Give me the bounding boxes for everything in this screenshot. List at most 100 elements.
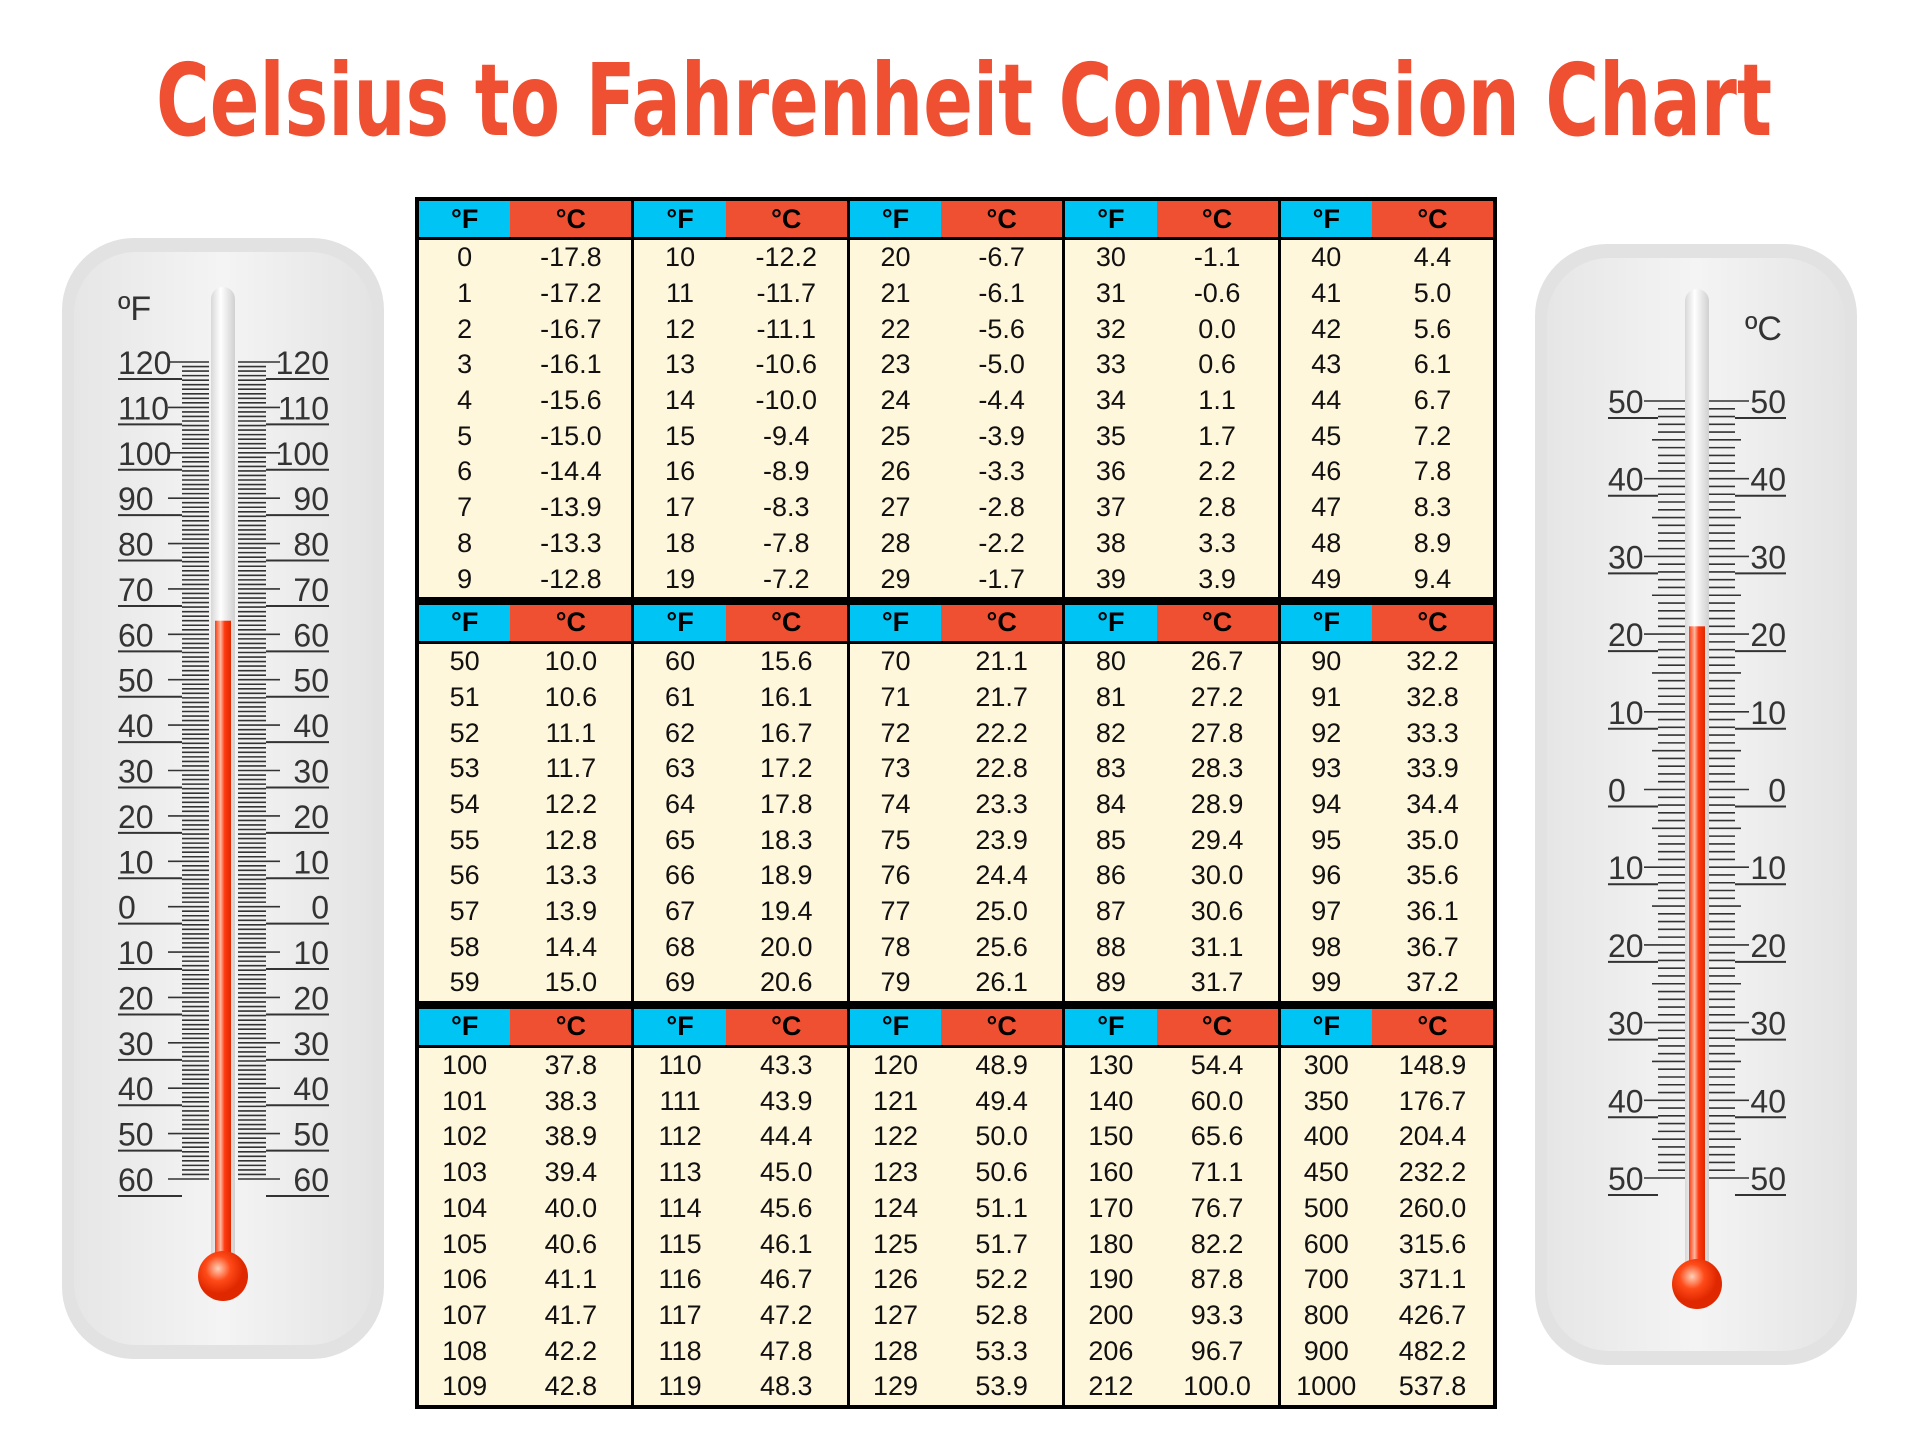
table-row: 55 12.8 (419, 822, 631, 858)
table-row: 115 46.1 (634, 1226, 846, 1262)
fahrenheit-cell: 9 (457, 563, 473, 594)
table-row: 123 50.6 (850, 1155, 1062, 1191)
table-row: 190 87.8 (1065, 1262, 1277, 1298)
table-row: 121 49.4 (850, 1083, 1062, 1119)
fahrenheit-cell: 1 (457, 278, 473, 309)
fahrenheit-cell: 212 (1088, 1371, 1134, 1402)
scale-label-right: 120 (276, 345, 329, 381)
scale-label-left: 0 (118, 890, 136, 926)
column-group: °F °C 0 -17.8 1 -17.2 2 -16.7 3 -16.1 4 -15.6 5 -15.0… (419, 201, 632, 597)
fahrenheit-cell: 42 (1311, 313, 1342, 344)
table-row: 25 -3.9 (850, 418, 1062, 454)
column-group: °F °C 100 37.8 101 38.3 102 38.9 103 39.4 104 40.0 1… (419, 1008, 632, 1405)
fahrenheit-cell: 56 (449, 860, 480, 891)
fahrenheit-cell: 12 (665, 313, 696, 344)
celsius-cell: 7.2 (1413, 420, 1452, 451)
table-row: 114 45.6 (634, 1191, 846, 1227)
celsius-cell: 19.4 (759, 896, 813, 927)
celsius-cell: 60.0 (1190, 1085, 1244, 1116)
celsius-header: °C (510, 604, 632, 641)
scale-label-left: 40 (118, 1071, 154, 1107)
fahrenheit-header: °F (419, 1008, 511, 1045)
table-row: 69 20.6 (634, 965, 846, 1001)
table-row: 116 46.7 (634, 1262, 846, 1298)
celsius-cell: -1.7 (978, 563, 1025, 594)
scale-label-left: 110 (118, 390, 169, 426)
celsius-cell: 37.2 (1406, 967, 1459, 998)
scale-label-right: 30 (293, 754, 329, 790)
table-row: 91 32.8 (1281, 680, 1493, 716)
celsius-cell: 0.0 (1198, 313, 1236, 344)
fahrenheit-cell: 20 (880, 242, 911, 273)
table-row: 36 2.2 (1065, 454, 1277, 490)
table-row: 40 4.4 (1281, 240, 1493, 276)
celsius-cell: 8.9 (1413, 527, 1452, 558)
table-row: 104 40.0 (419, 1191, 631, 1227)
table-row: 65 18.3 (634, 822, 846, 858)
fahrenheit-cell: 124 (872, 1192, 918, 1223)
fahrenheit-cell: 0 (457, 242, 473, 273)
fahrenheit-cell: 118 (658, 1335, 702, 1366)
celsius-cell: 18.9 (759, 860, 813, 891)
celsius-cell: -12.2 (755, 242, 818, 273)
scale-label-right: 0 (1768, 773, 1786, 809)
celsius-cell: 48.3 (759, 1371, 813, 1402)
scale-label-right: 20 (293, 799, 329, 835)
title-banner: Celsius to Fahrenheit Conversion Chart (156, 42, 1772, 159)
fahrenheit-cell: 84 (1095, 788, 1126, 819)
celsius-cell: 46.7 (759, 1264, 813, 1295)
celsius-cell: -13.9 (540, 492, 602, 523)
celsius-cell: 44.4 (759, 1121, 813, 1152)
header-row: °F °C (849, 1008, 1063, 1048)
fahrenheit-header: °F (1280, 604, 1372, 641)
celsius-cell: 25.6 (975, 931, 1028, 962)
scale-label-right: 40 (293, 708, 329, 744)
scale-label-left: 60 (118, 1162, 154, 1198)
table-row: 81 27.2 (1065, 680, 1277, 716)
table-row: 31 -0.6 (1065, 276, 1277, 312)
celsius-cell: 27.2 (1190, 681, 1244, 712)
scale-label-left: 20 (118, 980, 154, 1016)
fahrenheit-cell: 123 (872, 1157, 918, 1188)
table-row: 92 33.3 (1281, 715, 1493, 751)
celsius-cell: 12.2 (544, 788, 598, 819)
header-row: °F °C (634, 201, 847, 240)
table-row: 28 -2.2 (850, 526, 1062, 562)
table-row: 113 45.0 (634, 1155, 846, 1191)
fahrenheit-cell: 6 (457, 456, 473, 487)
table-row: 87 30.6 (1065, 894, 1277, 930)
column-group: °F °C 120 48.9 121 49.4 122 50.0 123 50.6 124 51.1 1… (846, 1008, 1063, 1405)
fahrenheit-cell: 24 (880, 385, 911, 416)
celsius-cell: 45.0 (759, 1157, 813, 1188)
scale-label-right: 0 (311, 890, 329, 926)
fahrenheit-cell: 128 (872, 1335, 918, 1366)
table-row: 42 5.6 (1281, 311, 1493, 347)
fahrenheit-cell: 53 (449, 753, 480, 784)
column-group: °F °C 70 21.1 71 21.7 72 22.2 73 22.8 74 23.3 75 23.9… (846, 604, 1063, 1001)
celsius-cell: 176.7 (1398, 1085, 1467, 1116)
celsius-cell: 232.2 (1398, 1157, 1467, 1188)
fahrenheit-cell: 500 (1303, 1192, 1349, 1223)
table-row: 90 32.2 (1281, 644, 1493, 680)
fahrenheit-cell: 63 (665, 753, 696, 784)
scale-label-right: 100 (276, 436, 329, 472)
fahrenheit-header: °F (1065, 201, 1157, 237)
header-row: °F °C (1280, 604, 1494, 644)
scale-label-left: 50 (118, 1117, 154, 1153)
fahrenheit-cell: 74 (880, 788, 911, 819)
scale-label-left: 90 (118, 481, 154, 517)
table-row: 84 28.9 (1065, 787, 1277, 823)
scale-label-left: 30 (118, 1026, 154, 1062)
table-row: 71 21.7 (850, 680, 1062, 716)
fahrenheit-cell: 54 (449, 788, 480, 819)
table-row: 88 31.1 (1065, 929, 1277, 965)
table-row: 13 -10.6 (634, 347, 846, 383)
table-row: 45 7.2 (1281, 418, 1493, 454)
fahrenheit-cell: 49 (1311, 563, 1342, 594)
fahrenheit-cell: 35 (1095, 420, 1126, 451)
celsius-header: °C (1156, 1008, 1278, 1045)
header-row: °F °C (634, 1008, 847, 1048)
fahrenheit-cell: 33 (1095, 349, 1126, 380)
celsius-cell: 25.0 (975, 896, 1028, 927)
table-row: 39 3.9 (1065, 561, 1277, 597)
